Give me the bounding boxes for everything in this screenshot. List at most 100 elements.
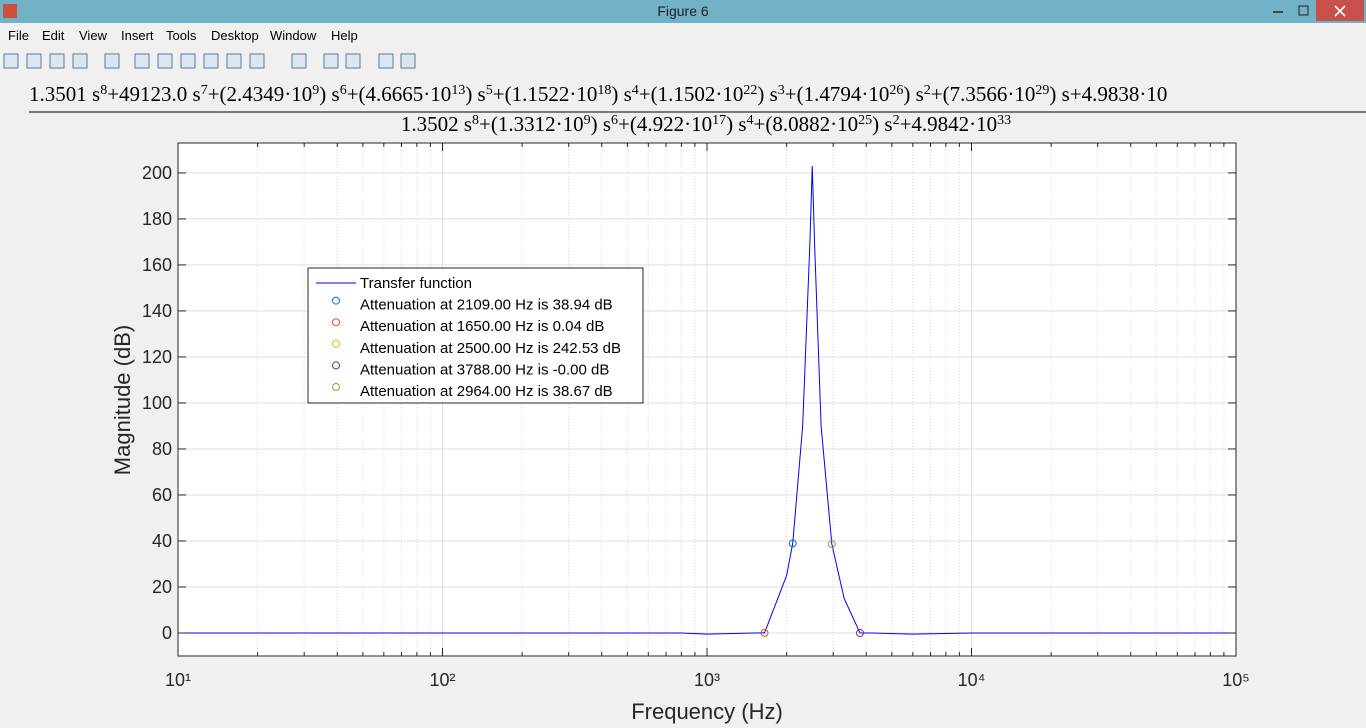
formula-exponent: 4: [632, 83, 639, 98]
x-tick-label: 10³: [694, 670, 720, 690]
restore-button[interactable]: [1298, 5, 1309, 16]
formula-exponent: 2: [893, 113, 900, 128]
marker: [827, 540, 836, 549]
formula-exponent: 5: [486, 83, 493, 98]
x-tick-label: 10²: [429, 670, 455, 690]
formula-text: +(7.3566·10: [931, 82, 1036, 106]
menu-item[interactable]: File: [8, 28, 29, 43]
formula-exponent: 8: [100, 83, 107, 98]
formula-text: ) s: [726, 112, 746, 136]
legend-symbol: [332, 318, 340, 327]
y-tick-label: 60: [152, 485, 172, 505]
formula-text: ) s: [591, 112, 611, 136]
formula-exponent: 6: [340, 83, 347, 98]
toolbar-button[interactable]: [203, 53, 219, 69]
title-denominator: 1.3502 s8+(1.3312·109) s6+(4.922·1017) s…: [401, 112, 1011, 136]
toolbar-button[interactable]: [226, 53, 242, 69]
formula-text: +(8.0882·10: [754, 112, 859, 136]
formula-text: +(4.922·10: [618, 112, 712, 136]
formula-text: 1.3502 s: [401, 112, 472, 136]
toolbar-icons: [3, 53, 416, 69]
formula-text: +(1.3312·10: [479, 112, 584, 136]
formula-exponent: 9: [584, 113, 591, 128]
menu-item[interactable]: Edit: [42, 28, 65, 43]
ticks: 0 20 40 60 80 100 120 140 160 180 200 10¹ 10² 10³ 10⁴ 1…: [142, 143, 1250, 690]
legend-label: Attenuation at 2964.00 Hz is 38.67 dB: [360, 383, 613, 400]
legend-symbol: [332, 296, 340, 305]
y-tick-label: 160: [142, 255, 172, 275]
formula-text: ) s: [872, 112, 892, 136]
toolbar-button[interactable]: [323, 53, 339, 69]
formula-exponent: 18: [597, 83, 611, 98]
menu-item[interactable]: View: [79, 28, 108, 43]
toolbar-button[interactable]: [72, 53, 88, 69]
y-tick-label: 200: [142, 163, 172, 183]
formula-exponent: 4: [747, 113, 754, 128]
formula-exponent: 8: [472, 113, 479, 128]
x-tick-label: 10¹: [165, 670, 191, 690]
formula-text: +(1.1522·10: [493, 82, 598, 106]
menu-item[interactable]: Help: [331, 28, 358, 43]
toolbar-button[interactable]: [3, 53, 19, 69]
toolbar-button[interactable]: [104, 53, 120, 69]
legend-entries: Transfer function Attenuation at 2109.00 …: [316, 275, 621, 400]
formula-text: ) s: [757, 82, 777, 106]
y-tick-label: 40: [152, 531, 172, 551]
formula-text: 1.3501 s: [29, 82, 100, 106]
toolbar-button[interactable]: [180, 53, 196, 69]
formula-exponent: 2: [924, 83, 931, 98]
formula-text: +49123.0 s: [107, 82, 201, 106]
formula-exponent: 26: [889, 83, 903, 98]
toolbar-button[interactable]: [26, 53, 42, 69]
x-tick-label: 10⁴: [958, 670, 986, 690]
marker: [855, 628, 864, 637]
formula-exponent: 3: [778, 83, 785, 98]
legend-label: Transfer function: [360, 275, 472, 292]
formula-text: ) s: [465, 82, 485, 106]
app-icon: [3, 4, 17, 18]
toolbar-button[interactable]: [378, 53, 394, 69]
toolbar-button[interactable]: [157, 53, 173, 69]
menu-item[interactable]: Desktop: [211, 28, 259, 43]
toolbar-button[interactable]: [291, 53, 307, 69]
title-numerator: 1.3501 s8+49123.0 s7+(2.4349·109) s6+(4.…: [29, 82, 1167, 106]
formula-exponent: 6: [611, 113, 618, 128]
formula-text: ) s: [319, 82, 339, 106]
legend: [307, 267, 644, 404]
toolbar-button[interactable]: [49, 53, 65, 69]
title-bar: [0, 0, 1366, 23]
y-tick-label: 20: [152, 577, 172, 597]
legend-symbol: [332, 383, 340, 391]
legend-label: Attenuation at 2109.00 Hz is 38.94 dB: [360, 297, 613, 314]
menu-item[interactable]: Window: [270, 28, 317, 43]
formula-exponent: 9: [312, 83, 319, 98]
legend-label: Attenuation at 1650.00 Hz is 0.04 dB: [360, 318, 604, 335]
menu-item[interactable]: Insert: [121, 28, 154, 43]
formula-text: +(1.1502·10: [639, 82, 744, 106]
formula-exponent: 7: [201, 83, 208, 98]
toolbar-button[interactable]: [345, 53, 361, 69]
y-tick-label: 180: [142, 209, 172, 229]
formula-exponent: 25: [858, 113, 872, 128]
toolbar-button[interactable]: [249, 53, 265, 69]
plot-content: [178, 165, 1236, 637]
legend-label: Attenuation at 2500.00 Hz is 242.53 dB: [360, 340, 621, 357]
formula-text: ) s: [611, 82, 631, 106]
close-icon: [1334, 5, 1346, 17]
formula-exponent: 33: [997, 113, 1011, 128]
y-tick-label: 120: [142, 347, 172, 367]
formula-exponent: 13: [451, 83, 465, 98]
x-tick-label: 10⁵: [1222, 670, 1249, 690]
y-axis-label: Magnitude (dB): [110, 325, 135, 475]
y-tick-label: 80: [152, 439, 172, 459]
legend-symbol: [332, 339, 340, 348]
formula-text: ) s+4.9838·10: [1049, 82, 1167, 106]
formula-text: +4.9842·10: [900, 112, 998, 136]
formula-exponent: 29: [1035, 83, 1049, 98]
y-tick-label: 0: [162, 623, 172, 643]
toolbar-button[interactable]: [400, 53, 416, 69]
menu-item[interactable]: Tools: [166, 28, 197, 43]
formula-exponent: 17: [712, 113, 726, 128]
toolbar-button[interactable]: [134, 53, 150, 69]
